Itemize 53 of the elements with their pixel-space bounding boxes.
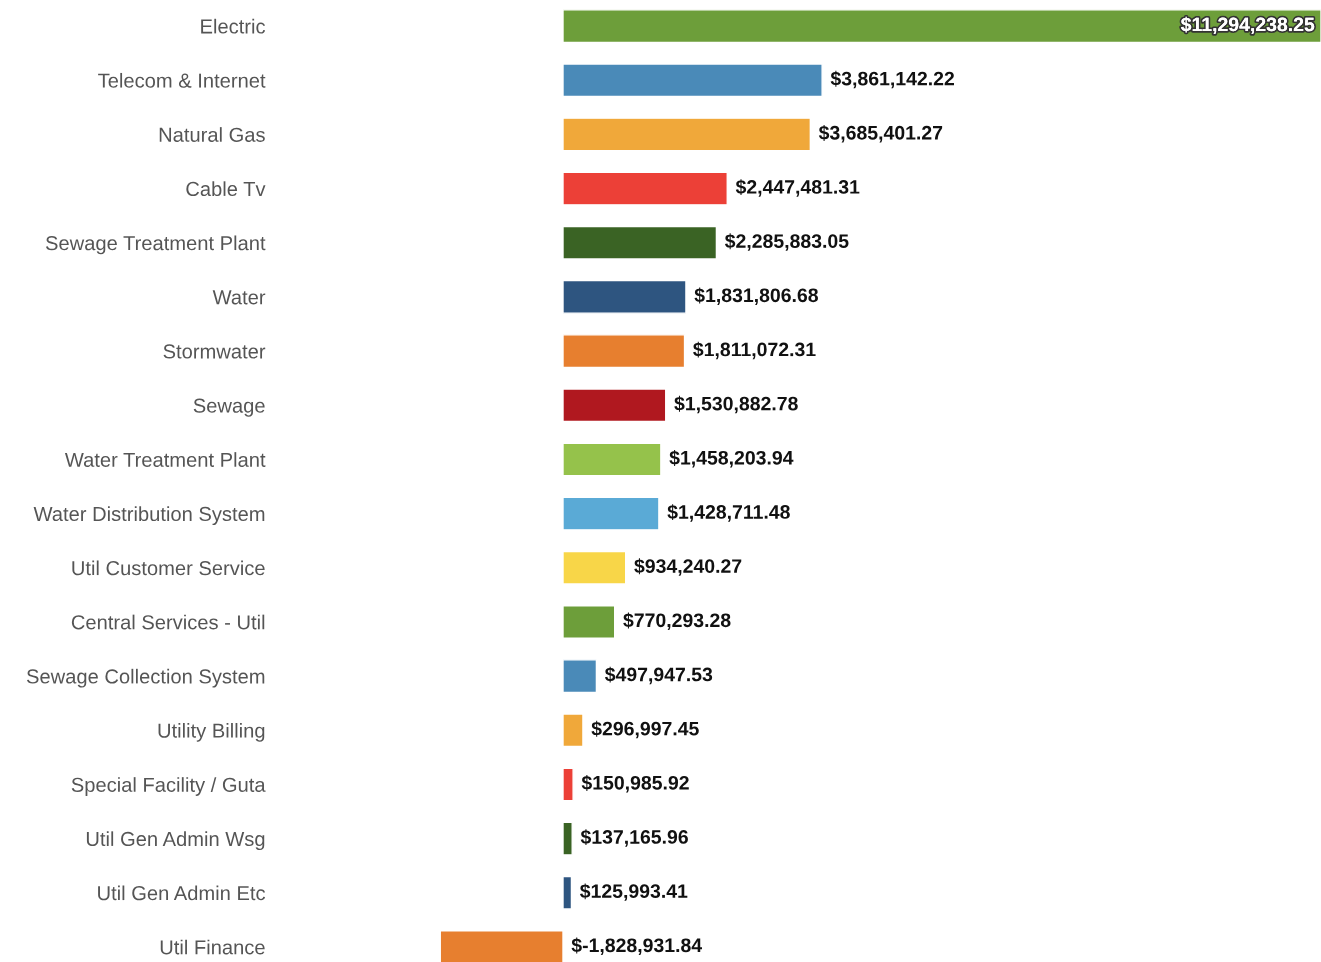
bar <box>562 821 573 856</box>
data-label: $3,685,401.27 <box>818 125 943 143</box>
data-label: $1,458,203.94 <box>669 450 794 468</box>
bar <box>562 388 667 423</box>
data-label: $1,811,072.31 <box>693 341 816 360</box>
bar <box>562 713 584 748</box>
data-label: $2,285,883.05 <box>724 233 849 251</box>
y-tick-label: Special Facility / Guta <box>71 777 266 796</box>
data-label: $934,240.27 <box>634 558 742 576</box>
y-tick-label: Water Treatment Plant <box>64 452 266 467</box>
bar <box>562 171 728 206</box>
data-label: $1,428,711.48 <box>667 504 790 522</box>
y-tick-label: Water <box>212 290 266 305</box>
y-tick-label: Electric <box>201 18 266 34</box>
data-label: $150,985.92 <box>581 775 689 793</box>
data-label: $11,294,238.25 <box>1180 16 1315 35</box>
data-label: $137,165.96 <box>580 829 688 847</box>
data-label: $296,997.45 <box>591 720 699 739</box>
y-tick-label: Sewage <box>193 398 265 417</box>
bar <box>562 225 718 260</box>
y-tick-label: Water Distribution System <box>33 506 265 526</box>
y-tick-label: Natural Gas <box>159 127 265 142</box>
bar <box>562 604 616 639</box>
bar <box>562 767 574 802</box>
y-tick-label: Sewage Collection System <box>26 668 265 688</box>
y-tick-label: Util Customer Service <box>72 560 265 576</box>
bar <box>562 63 823 98</box>
data-label: $770,293.28 <box>623 612 731 630</box>
bar <box>562 550 627 585</box>
y-tick-label: Util Finance <box>160 939 265 955</box>
y-tick-label: Util Gen Admin Etc <box>98 885 266 901</box>
bar <box>562 442 662 477</box>
data-label: $125,993.41 <box>580 883 688 901</box>
data-label: $3,861,142.22 <box>830 70 954 89</box>
bar <box>562 9 1321 44</box>
data-label: $1,831,806.68 <box>694 287 818 305</box>
data-label: $1,530,882.78 <box>674 395 798 414</box>
bar <box>562 117 812 152</box>
y-tick-label: Util Gen Admin Wsg <box>86 831 265 851</box>
y-tick-label: Sewage Treatment Plant <box>45 235 266 255</box>
bar <box>562 875 573 910</box>
bar <box>562 279 687 314</box>
bar <box>562 659 598 694</box>
y-tick-label: Stormwater <box>163 344 266 359</box>
data-label: $2,447,481.31 <box>735 179 860 197</box>
y-tick-label: Utility Billing <box>158 722 265 742</box>
bar <box>562 334 686 369</box>
data-label: $497,947.53 <box>604 666 713 685</box>
y-tick-label: Telecom & Internet <box>98 72 266 88</box>
y-tick-label: Cable Tv <box>186 181 266 197</box>
y-tick-label: Central Services - Util <box>71 614 265 630</box>
data-label: $-1,828,931.84 <box>571 937 703 955</box>
bar <box>562 496 660 531</box>
